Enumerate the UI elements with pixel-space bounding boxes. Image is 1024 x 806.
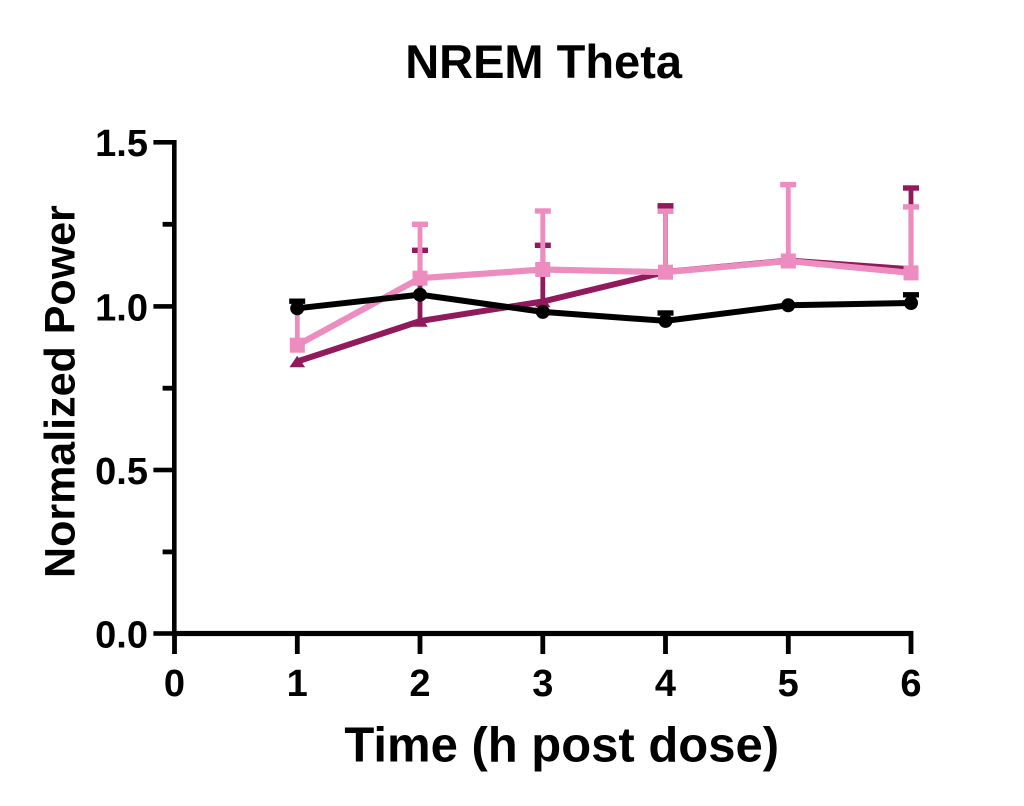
- svg-text:3: 3: [532, 663, 553, 705]
- svg-text:Normalized Power: Normalized Power: [37, 205, 85, 578]
- svg-text:NREM Theta: NREM Theta: [405, 35, 683, 88]
- svg-text:2: 2: [409, 663, 430, 705]
- svg-text:1.0: 1.0: [95, 287, 148, 329]
- svg-text:0.5: 0.5: [95, 451, 148, 493]
- svg-text:4: 4: [655, 663, 676, 705]
- svg-text:Time (h post dose): Time (h post dose): [344, 718, 779, 772]
- svg-text:6: 6: [900, 663, 921, 705]
- svg-text:1.5: 1.5: [95, 123, 148, 165]
- svg-text:0.0: 0.0: [95, 614, 148, 656]
- svg-text:0: 0: [164, 663, 185, 705]
- svg-text:1: 1: [287, 663, 308, 705]
- svg-text:5: 5: [778, 663, 799, 705]
